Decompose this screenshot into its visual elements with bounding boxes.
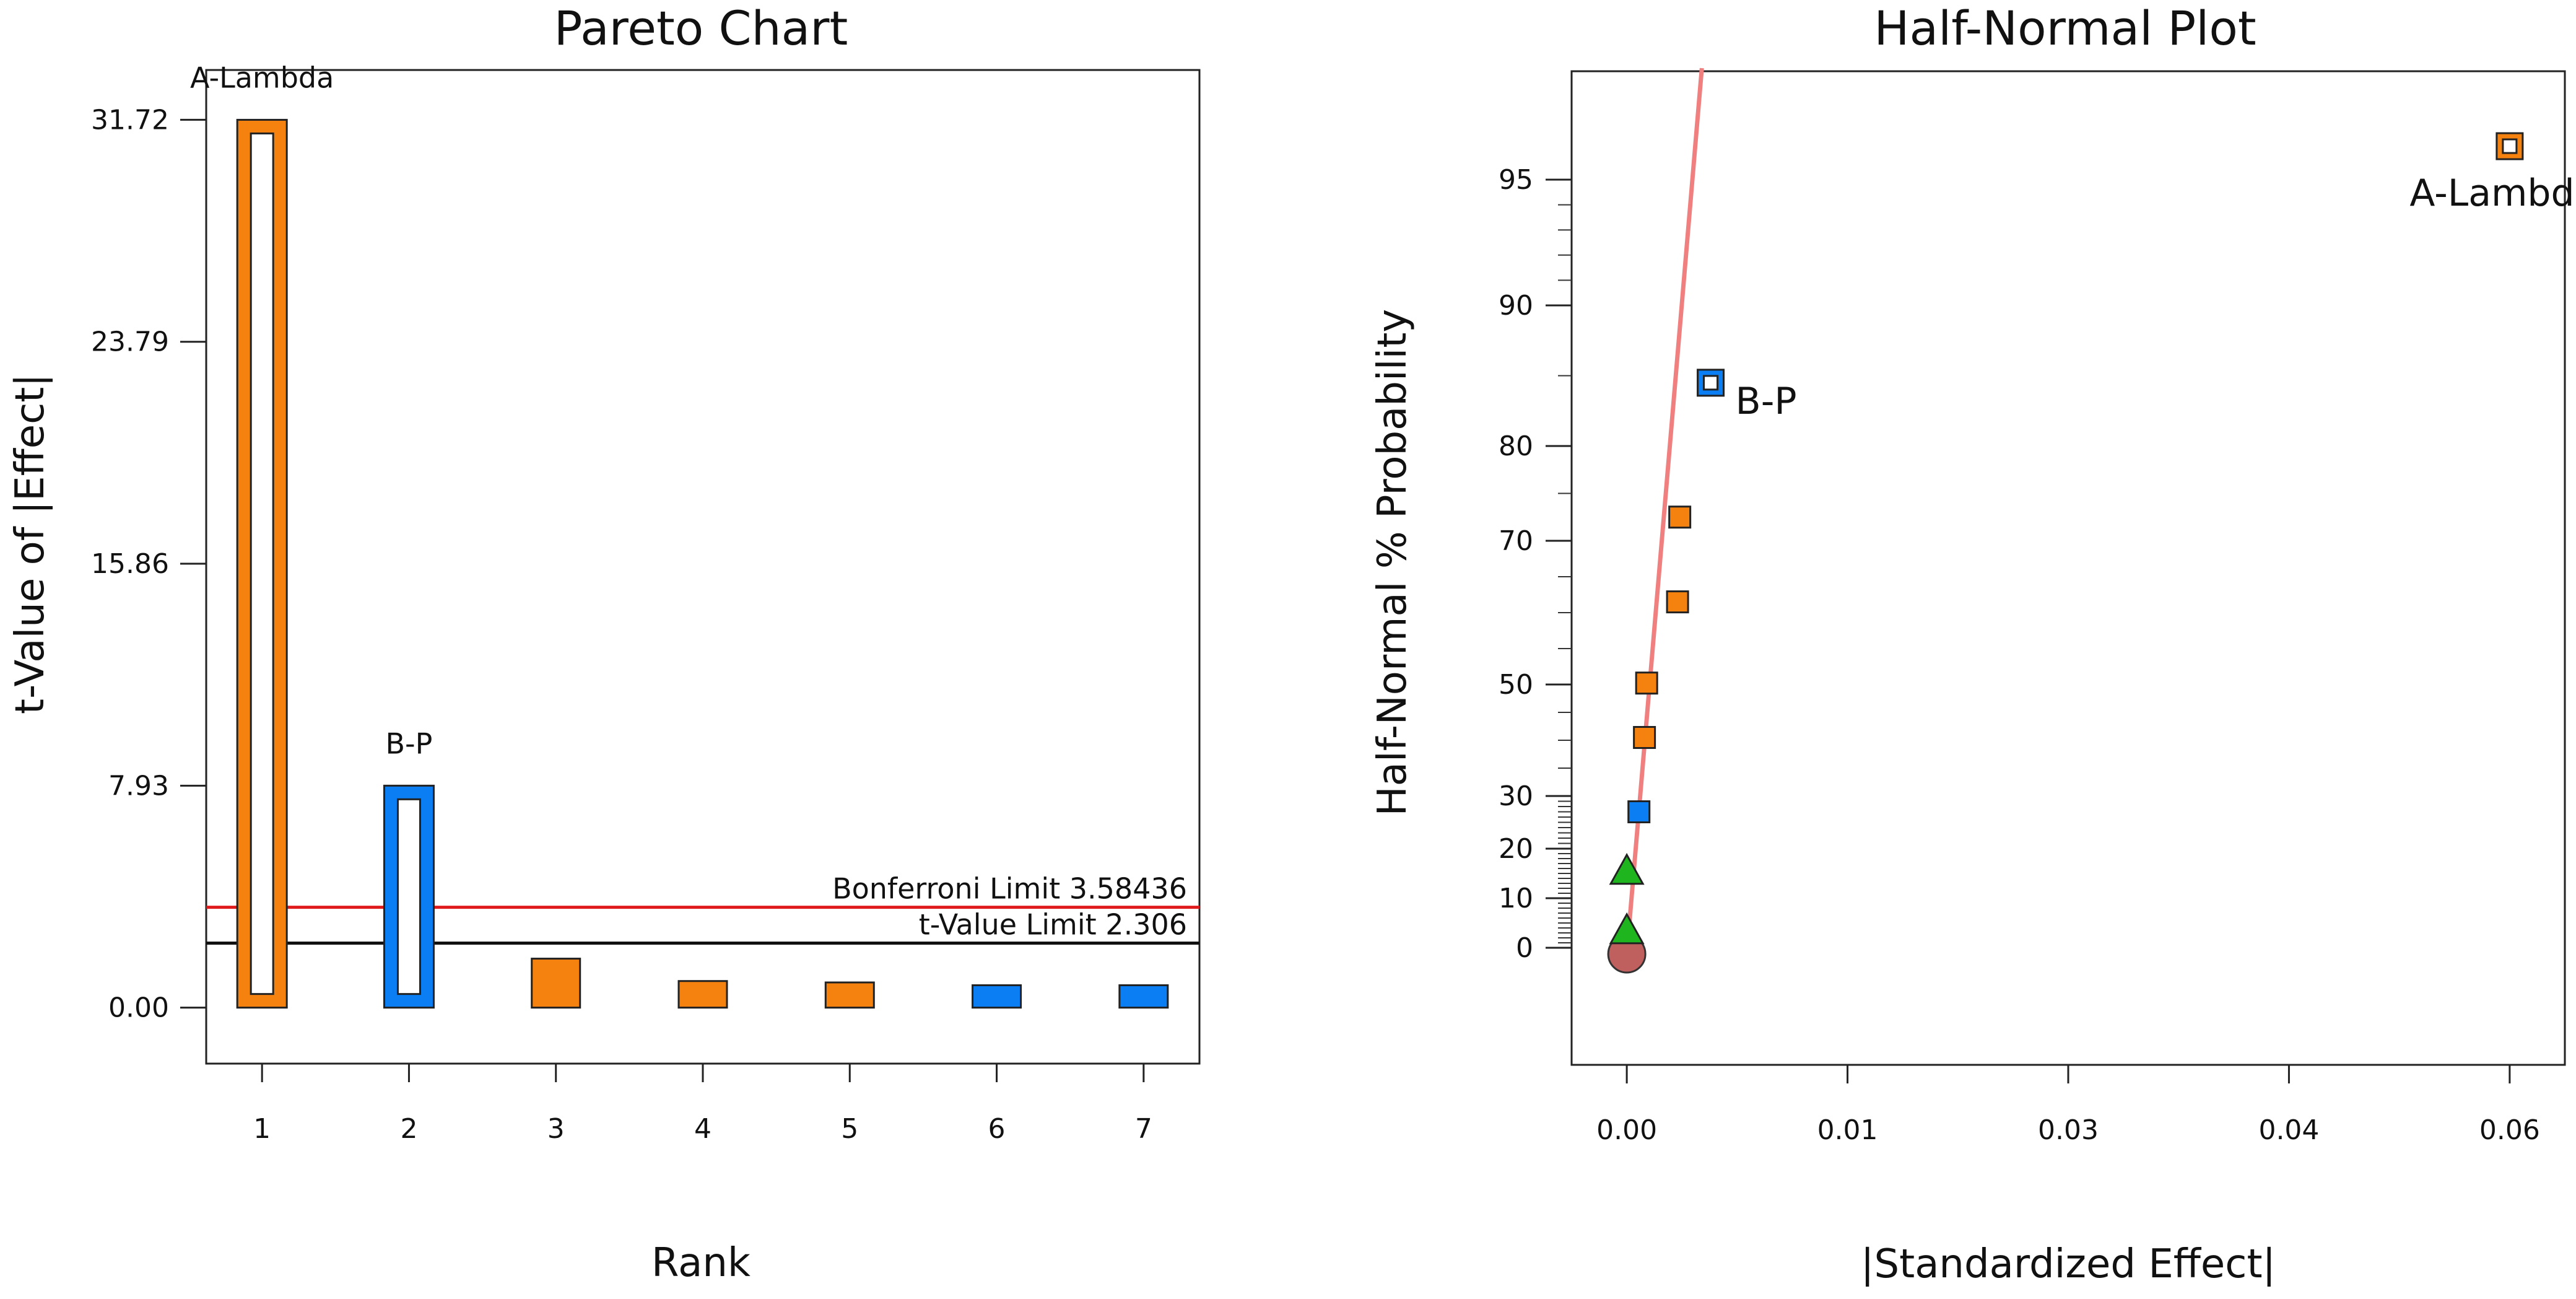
pareto-y-tick-label: 7.93 [108, 770, 169, 802]
pareto-x-tick-label: 2 [400, 1113, 417, 1145]
half-normal-point-square [1668, 505, 1692, 529]
half-normal-point-label: A-Lambda [2409, 172, 2576, 215]
half-normal-point-triangle [1609, 912, 1645, 945]
pareto-bar [677, 980, 728, 1009]
pareto-y-ticks: 0.00 7.93 15.86 23.79 31.72 [91, 104, 206, 1024]
half-normal-x-tick-label: 0.03 [2038, 1114, 2099, 1146]
pareto-bar [824, 981, 875, 1009]
half-normal-point-square [1633, 726, 1656, 749]
half-normal-plot: Half-Normal Plot |Standardized Effect| H… [1370, 1, 2576, 1287]
pareto-y-axis-title: t-Value of |Effect| [7, 374, 53, 714]
half-normal-point-square [1627, 800, 1651, 823]
half-normal-y-tick-label: 70 [1499, 525, 1533, 557]
half-normal-point-label: B-P [1736, 380, 1797, 423]
half-normal-y-tick-label: 50 [1499, 669, 1533, 701]
half-normal-point-square [1635, 671, 1658, 695]
pareto-x-ticks: 1 2 3 4 5 6 7 [253, 1064, 1152, 1145]
half-normal-y-tick-label: 90 [1499, 290, 1533, 321]
half-normal-plot-frame [1570, 70, 2566, 1066]
pareto-y-tick-label: 23.79 [91, 326, 169, 358]
pareto-bar [972, 984, 1022, 1009]
half-normal-x-ticks: 0.00 0.01 0.03 0.04 0.06 [1596, 1065, 2540, 1146]
half-normal-minor-ticks [1558, 179, 1572, 943]
pareto-bars: A-Lambda B-P [190, 61, 1169, 1009]
pareto-bar [531, 958, 581, 1009]
half-normal-y-ticks: 0 10 20 30 50 70 80 90 95 [1499, 164, 1572, 964]
half-normal-x-tick-label: 0.01 [1817, 1114, 1878, 1146]
pareto-x-tick-label: 4 [694, 1113, 711, 1145]
half-normal-title: Half-Normal Plot [1874, 1, 2256, 56]
pareto-x-tick-label: 3 [547, 1113, 565, 1145]
half-normal-point-triangle [1609, 852, 1645, 885]
half-normal-points: B-P A-Lambda [1607, 132, 2576, 974]
pareto-y-tick-label: 31.72 [91, 104, 169, 136]
pareto-reference-label: t-Value Limit 2.306 [919, 908, 1187, 941]
half-normal-y-axis-title: Half-Normal % Probability [1370, 309, 1416, 816]
pareto-x-tick-label: 5 [841, 1113, 858, 1145]
pareto-y-tick-label: 0.00 [108, 992, 169, 1024]
pareto-x-tick-label: 6 [988, 1113, 1006, 1145]
half-normal-y-tick-label: 95 [1499, 164, 1533, 196]
half-normal-x-tick-label: 0.00 [1596, 1114, 1657, 1146]
half-normal-x-tick-label: 0.04 [2258, 1114, 2319, 1146]
half-normal-y-tick-label: 10 [1499, 883, 1533, 914]
half-normal-y-tick-label: 80 [1499, 431, 1533, 462]
pareto-bar-label: A-Lambda [190, 61, 334, 94]
half-normal-y-tick-label: 30 [1499, 781, 1533, 812]
pareto-x-tick-label: 7 [1135, 1113, 1152, 1145]
half-normal-y-tick-label: 20 [1499, 833, 1533, 865]
pareto-title: Pareto Chart [554, 1, 848, 56]
pareto-chart: Pareto Chart Rank t-Value of |Effect| 0.… [7, 1, 1201, 1286]
half-normal-x-tick-label: 0.06 [2479, 1114, 2540, 1146]
half-normal-point-hollow-center [2502, 138, 2518, 154]
half-normal-x-axis-title: |Standardized Effect| [1861, 1241, 2276, 1287]
pareto-bar [1118, 984, 1169, 1009]
half-normal-point-hollow-center [1703, 375, 1719, 391]
pareto-bar-inner [396, 798, 421, 995]
pareto-y-tick-label: 15.86 [91, 548, 169, 580]
half-normal-y-tick-label: 0 [1516, 932, 1533, 964]
half-normal-point-square [1666, 590, 1689, 614]
pareto-x-axis-title: Rank [651, 1240, 751, 1286]
pareto-x-tick-label: 1 [253, 1113, 271, 1145]
pareto-bar-inner [250, 132, 274, 995]
pareto-bar-label: B-P [385, 727, 432, 760]
pareto-reference-label: Bonferroni Limit 3.58436 [832, 872, 1187, 906]
